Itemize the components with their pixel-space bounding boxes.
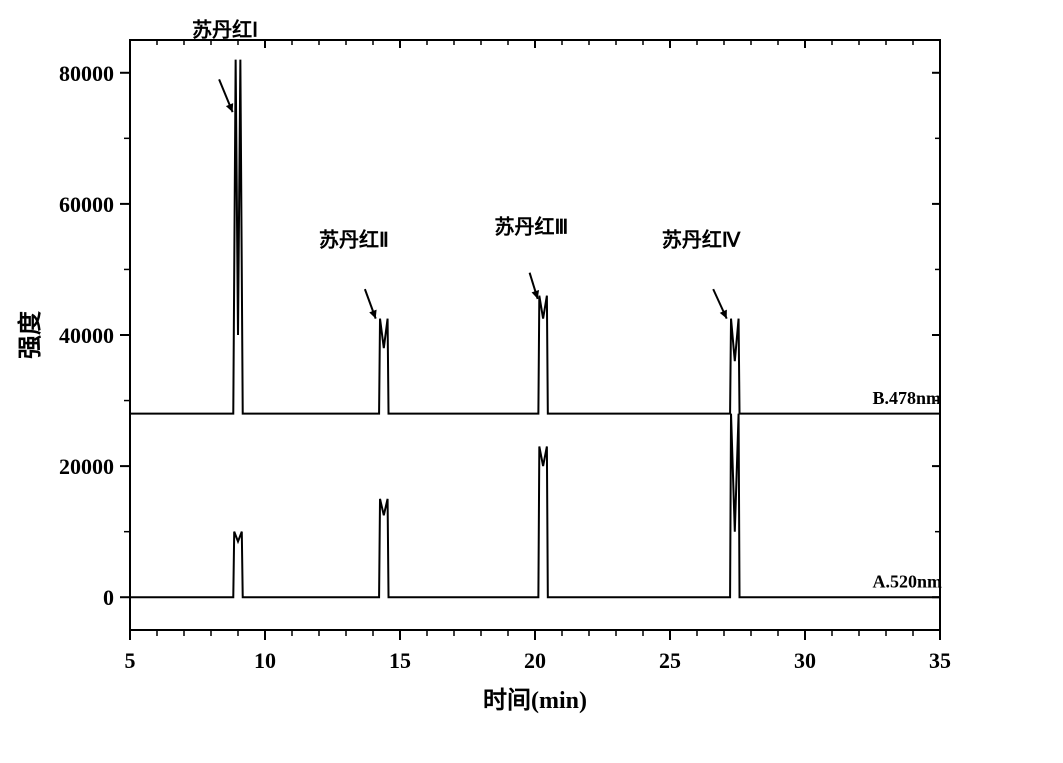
peak-label: 苏丹红Ⅲ — [495, 214, 569, 238]
chromatogram-chart: 5 10 15 20 25 30 35 0 20000 40000 60000 80000 A.520n… — [0, 0, 1063, 763]
xtick-label: 10 — [254, 648, 276, 673]
ytick-label: 0 — [103, 585, 114, 610]
xtick-label: 30 — [794, 648, 816, 673]
xtick-label: 25 — [659, 648, 681, 673]
xtick-label: 20 — [524, 648, 546, 673]
ytick-label: 60000 — [59, 192, 114, 217]
peak-label: 苏丹红Ⅳ — [662, 228, 741, 252]
xtick-label: 35 — [929, 648, 951, 673]
plot-frame — [130, 40, 940, 630]
x-axis-label: 时间(min) — [483, 687, 587, 714]
trace-b-label: B.478nm — [873, 388, 942, 408]
trace-a — [130, 414, 940, 598]
xtick-label: 15 — [389, 648, 411, 673]
trace-a-label: A.520nm — [873, 571, 943, 591]
xtick-label: 5 — [125, 648, 136, 673]
ytick-label: 80000 — [59, 61, 114, 86]
peak-label: 苏丹红Ⅱ — [319, 228, 389, 252]
peak-label: 苏丹红Ⅰ — [192, 18, 258, 42]
ytick-label: 40000 — [59, 323, 114, 348]
ytick-label: 20000 — [59, 454, 114, 479]
y-axis-label: 强度 — [16, 310, 44, 359]
